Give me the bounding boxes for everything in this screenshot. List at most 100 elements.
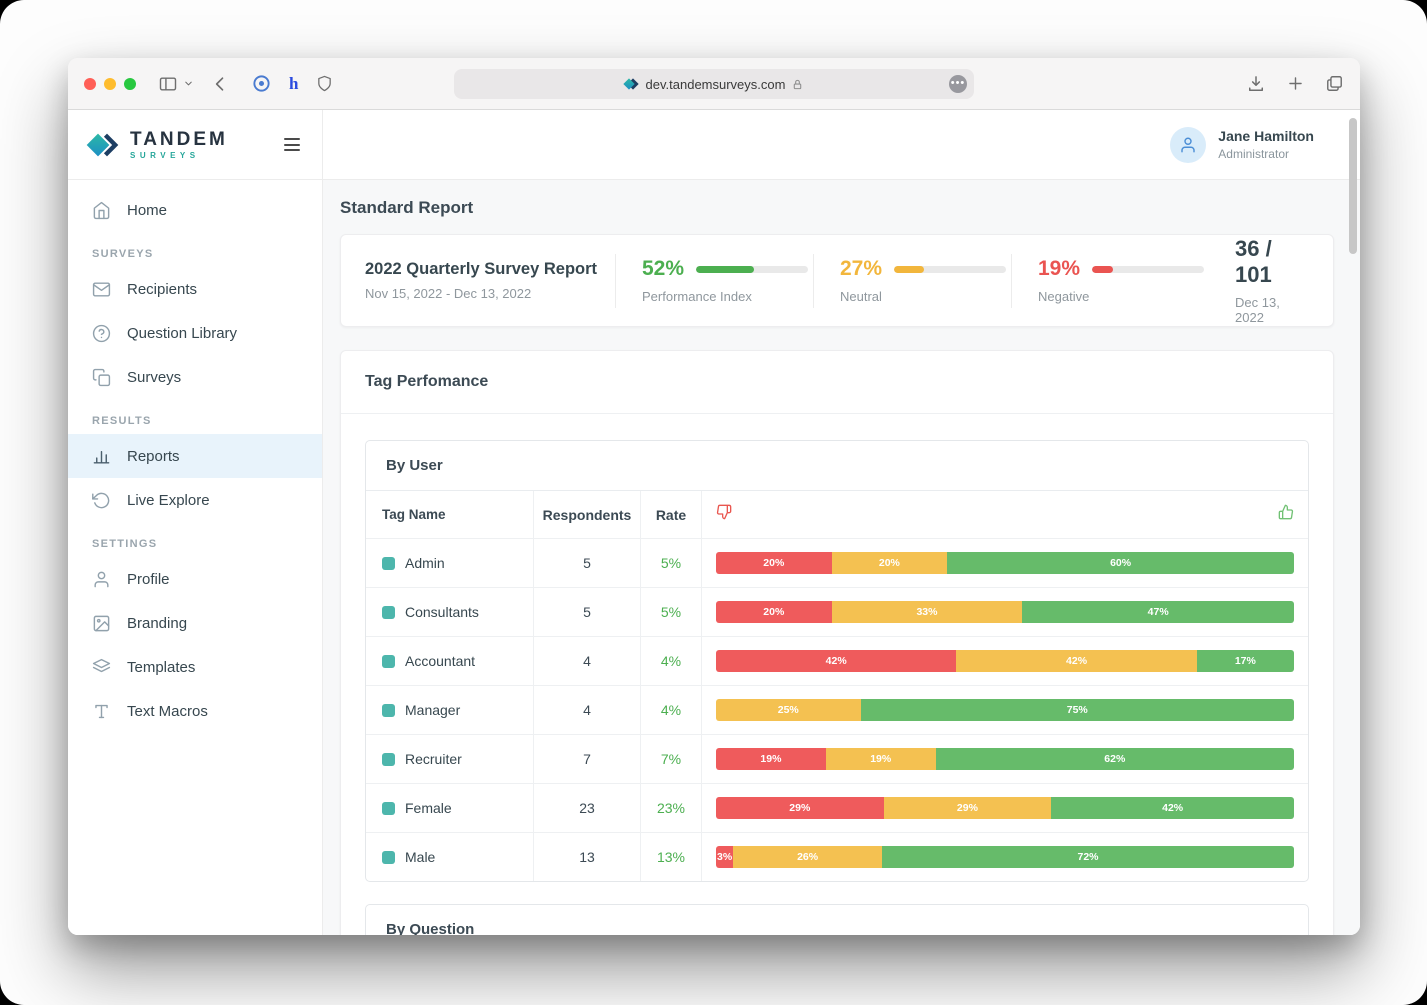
bar-segment-neutral: 29%	[883, 797, 1052, 819]
tag-name-cell: Manager	[366, 686, 534, 734]
new-tab-icon[interactable]	[1286, 74, 1305, 93]
bar-chart-icon	[93, 450, 110, 464]
sentiment-bar-cell: 20% 33% 47%	[702, 588, 1308, 636]
tag-name: Male	[405, 849, 436, 865]
sidebar-item-reports[interactable]: Reports	[68, 434, 322, 478]
tab-overview-icon[interactable]	[1325, 74, 1344, 93]
page-scrollbar[interactable]	[1349, 118, 1357, 254]
shield-extension-icon[interactable]	[316, 75, 333, 92]
site-favicon	[622, 77, 639, 91]
table-row: Admin 5 5% 20% 20% 60%	[366, 538, 1308, 587]
bar-segment-positive: 47%	[1022, 601, 1294, 623]
tag-name-cell: Male	[366, 833, 534, 881]
zoom-window-button[interactable]	[124, 77, 136, 90]
tag-name: Admin	[405, 555, 445, 571]
sentiment-bar-cell: 29% 29% 42%	[702, 784, 1308, 832]
tag-performance-title: Tag Perfomance	[341, 351, 1333, 414]
stat-label: Neutral	[840, 289, 882, 304]
table-header-row: Tag Name Respondents Rate	[366, 491, 1308, 538]
stat-label: Negative	[1038, 289, 1090, 304]
tag-name-cell: Accountant	[366, 637, 534, 685]
sidebar-item-branding[interactable]: Branding	[68, 601, 322, 645]
col-tag-name: Tag Name	[366, 491, 534, 538]
sentiment-bar-cell: 3% 26% 72%	[702, 833, 1308, 881]
sidebar-toggle-icon[interactable]	[158, 74, 178, 94]
tag-color-swatch	[382, 556, 395, 570]
menu-icon[interactable]	[280, 134, 304, 155]
sidebar-item-surveys[interactable]: Surveys	[68, 355, 322, 399]
rate-cell: 4%	[641, 686, 702, 734]
rate-cell: 5%	[641, 539, 702, 587]
chevron-down-icon[interactable]	[183, 78, 194, 89]
sidebar-item-text-macros[interactable]: Text Macros	[68, 689, 322, 733]
bar-segment-negative: 20%	[716, 552, 832, 574]
by-user-rows: Admin 5 5% 20% 20% 60% Consultants 5 5% 20% 33% 47%…	[366, 538, 1308, 881]
url-text: dev.tandemsurveys.com	[645, 76, 786, 92]
sidebar-item-templates[interactable]: Templates	[68, 645, 322, 689]
respondents-cell: 5	[534, 588, 641, 636]
divider	[615, 253, 616, 308]
response-score: 36 / 101 Dec 13, 2022	[1209, 236, 1309, 325]
minimize-window-button[interactable]	[104, 77, 116, 90]
bar-segment-neutral: 42%	[956, 650, 1197, 672]
sidebar-item-live-explore[interactable]: Live Explore	[68, 478, 322, 522]
bar-segment-positive: 17%	[1196, 650, 1294, 672]
sidebar-item-question-library[interactable]: Question Library	[68, 311, 322, 355]
h-extension-icon[interactable]: h	[289, 73, 299, 93]
back-button-icon[interactable]	[210, 74, 230, 94]
col-respondents: Respondents	[534, 491, 641, 538]
extension-badge-icon[interactable]: •••	[949, 75, 967, 93]
respondents-cell: 5	[534, 539, 641, 587]
bar-segment-negative: 19%	[716, 748, 826, 770]
report-summary-card: 2022 Quarterly Survey Report Nov 15, 202…	[340, 234, 1334, 327]
sidebar-logo-area: TANDEM SURVEYS	[68, 110, 322, 180]
user-name: Jane Hamilton	[1218, 128, 1314, 144]
stat-negative: 19% Negative	[1012, 257, 1209, 304]
window-controls	[84, 77, 136, 90]
downloads-icon[interactable]	[1246, 74, 1266, 94]
person-icon	[1181, 137, 1196, 152]
bar-segment-neutral: 26%	[733, 846, 882, 868]
address-bar[interactable]: dev.tandemsurveys.com •••	[454, 69, 974, 99]
bar-segment-positive: 60%	[947, 552, 1294, 574]
tag-name-cell: Recruiter	[366, 735, 534, 783]
report-date-range: Nov 15, 2022 - Dec 13, 2022	[365, 286, 532, 301]
bar-segment-positive: 62%	[935, 748, 1294, 770]
user-role: Administrator	[1218, 147, 1289, 161]
by-question-title: By Question	[366, 905, 1308, 935]
survey-copy-icon	[92, 368, 111, 386]
tandem-logo-icon	[86, 130, 120, 160]
user-menu[interactable]: Jane Hamilton Administrator	[1170, 126, 1314, 163]
stat-value: 27%	[840, 257, 883, 280]
sentiment-stacked-bar: 42% 42% 17%	[716, 650, 1294, 672]
tag-color-swatch	[382, 703, 395, 717]
thumbs-up-icon	[1278, 504, 1294, 525]
respondents-cell: 23	[534, 784, 641, 832]
sidebar: TANDEM SURVEYS Home SURVEYS Recipients	[68, 110, 323, 935]
close-window-button[interactable]	[84, 77, 96, 90]
nav-group-surveys: SURVEYS	[92, 248, 154, 260]
rate-cell: 4%	[641, 637, 702, 685]
divider	[813, 253, 814, 308]
stat-progress-fill	[894, 265, 925, 273]
sidebar-item-profile[interactable]: Profile	[68, 557, 322, 601]
stat-progress-track	[1092, 265, 1205, 273]
report-title: 2022 Quarterly Survey Report	[365, 260, 598, 278]
password-extension-icon[interactable]	[252, 74, 271, 93]
bar-segment-negative: 42%	[716, 650, 957, 672]
thumbs-down-icon	[716, 504, 732, 525]
mail-icon	[92, 281, 111, 297]
bar-segment-negative: 29%	[716, 797, 884, 819]
refresh-icon	[92, 492, 110, 508]
sidebar-item-home[interactable]: Home	[68, 188, 322, 232]
rate-cell: 23%	[641, 784, 702, 832]
score-value: 36 / 101	[1235, 236, 1272, 287]
tag-name: Manager	[405, 702, 461, 718]
nav-group-settings: SETTINGS	[92, 538, 158, 550]
sidebar-item-recipients[interactable]: Recipients	[68, 267, 322, 311]
sentiment-stacked-bar: 20% 33% 47%	[716, 601, 1294, 623]
tag-color-swatch	[382, 850, 395, 864]
rate-cell: 5%	[641, 588, 702, 636]
bar-segment-positive: 72%	[881, 846, 1294, 868]
